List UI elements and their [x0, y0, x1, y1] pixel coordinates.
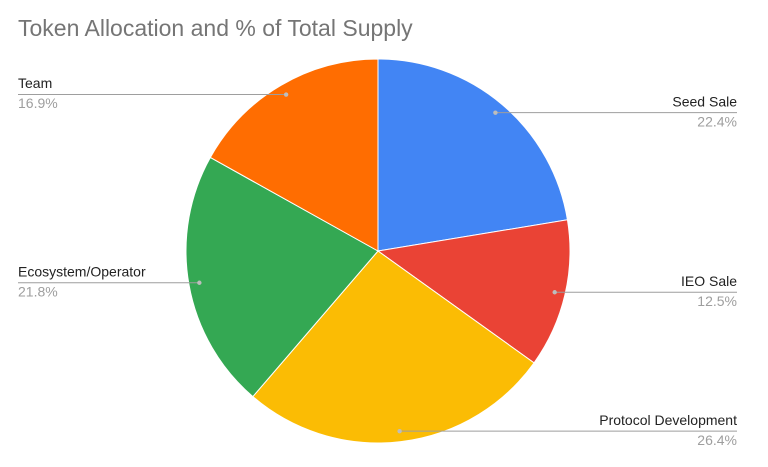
chart-title: Token Allocation and % of Total Supply: [18, 15, 413, 41]
slice-label: IEO Sale: [681, 273, 737, 289]
pie-slice: [252, 250, 535, 444]
slice-value-label: 12.5%: [697, 293, 737, 309]
leader-dot: [552, 290, 557, 295]
slice-label: Protocol Development: [599, 412, 737, 428]
slice-label: Team: [18, 75, 52, 91]
pie-slice: [209, 58, 379, 252]
leader-dot: [197, 280, 202, 285]
leader-dot: [493, 110, 498, 115]
pie-slice: [377, 58, 569, 252]
leader-dot: [283, 92, 289, 97]
slice-value-label: 16.9%: [18, 95, 58, 111]
slice-label: Ecosystem/Operator: [18, 263, 146, 279]
pie-slice: [185, 156, 379, 398]
slice-value-label: 26.4%: [697, 432, 737, 448]
slice-label: Seed Sale: [672, 93, 737, 109]
slice-value-label: 21.8%: [18, 283, 58, 299]
leader-dot: [397, 428, 402, 434]
slice-value-label: 22.4%: [697, 113, 737, 129]
pie-slice: [376, 219, 571, 364]
